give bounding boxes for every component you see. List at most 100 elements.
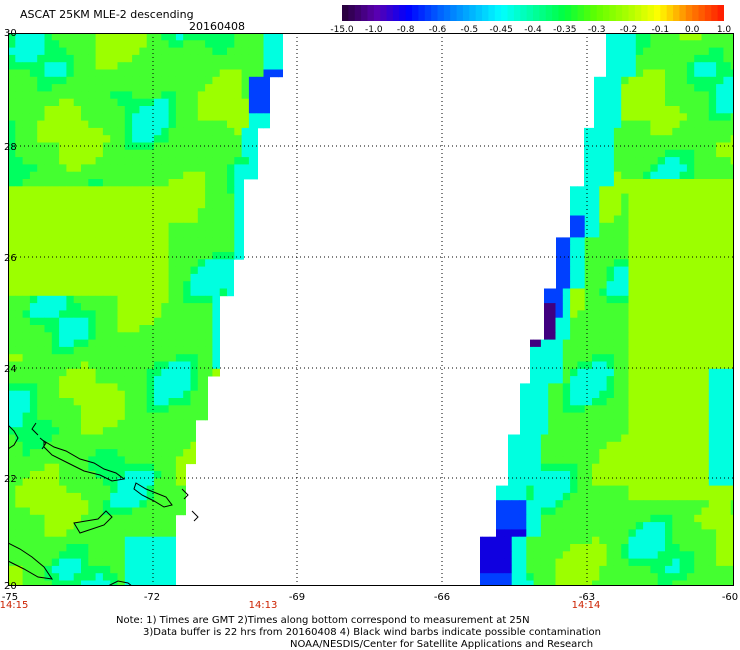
lat-label-20: 20 — [4, 581, 17, 592]
colorbar-cell — [380, 5, 388, 21]
lat-label-30: 30 — [4, 28, 17, 39]
colorbar-tick-label: -0.45 — [489, 25, 513, 35]
colorbar-cell — [469, 5, 477, 21]
colorbar-cell — [558, 5, 566, 21]
colorbar-cell — [615, 5, 623, 21]
colorbar-cell — [692, 5, 700, 21]
lon-label-75: -75 — [1, 592, 19, 603]
colorbar-cell — [628, 5, 636, 21]
colorbar-cell — [405, 5, 413, 21]
colorbar-cell — [437, 5, 445, 21]
colorbar-cell — [361, 5, 369, 21]
colorbar-cell — [392, 5, 400, 21]
colorbar-cell — [666, 5, 674, 21]
colorbar-cell — [494, 5, 502, 21]
colorbar-cell — [673, 5, 681, 21]
colorbar-cell — [590, 5, 598, 21]
colorbar-labels: -15.0 -1.0 -0.8 -0.6 -0.5 -0.45 -0.4 -0.35 -0.3 -… — [330, 25, 732, 37]
footer-credit: NOAA/NESDIS/Center for Satellite Applica… — [290, 639, 594, 650]
colorbar-cell — [526, 5, 534, 21]
colorbar-cell — [571, 5, 579, 21]
lat-label-24: 24 — [4, 364, 17, 375]
colorbar-cell — [386, 5, 394, 21]
lat-label-26: 26 — [4, 253, 17, 264]
colorbar-cell — [520, 5, 528, 21]
colorbar-cell — [622, 5, 630, 21]
lon-label-72: -72 — [143, 592, 161, 603]
colorbar-tick-label: -0.8 — [396, 25, 415, 35]
colorbar-cell — [488, 5, 496, 21]
colorbar-cell — [342, 5, 349, 21]
colorbar-cell — [533, 5, 540, 21]
right-swath — [480, 33, 734, 586]
colorbar-tick-label: 1.0 — [716, 25, 732, 35]
colorbar-cell — [545, 5, 553, 21]
colorbar-cell — [412, 5, 419, 21]
colorbar-cell — [698, 5, 706, 21]
colorbar-cell — [443, 5, 451, 21]
colorbar-cell — [564, 5, 572, 21]
colorbar-cell — [418, 5, 426, 21]
lon-label-60: -60 — [721, 592, 739, 603]
lat-label-28: 28 — [4, 142, 17, 153]
colorbar-tick-label: -0.1 — [651, 25, 670, 35]
colorbar-cell — [462, 5, 470, 21]
colorbar-cell — [431, 5, 439, 21]
product-date: 20160408 — [189, 20, 245, 33]
coastline — [8, 422, 199, 586]
colorbar-cell — [711, 5, 719, 21]
colorbar-cell — [348, 5, 356, 21]
colorbar-tick-label: -15.0 — [330, 25, 354, 35]
footer-note-1: Note: 1) Times are GMT 2)Times along bot… — [116, 615, 530, 626]
colorbar-cell — [354, 5, 362, 21]
colorbar-cell — [501, 5, 509, 21]
colorbar-cell — [367, 5, 375, 21]
colorbar-cell — [647, 5, 655, 21]
colorbar-cell — [513, 5, 521, 21]
colorbar-cell — [482, 5, 490, 21]
swath-time-3: 14:14 — [571, 600, 601, 611]
colorbar — [342, 5, 724, 21]
colorbar-cell — [450, 5, 458, 21]
colorbar-cell — [717, 5, 724, 21]
lon-label-63: -63 — [578, 592, 596, 603]
colorbar-cell — [603, 5, 610, 21]
colorbar-cell — [679, 5, 687, 21]
colorbar-cell — [424, 5, 432, 21]
colorbar-cell — [373, 5, 381, 21]
colorbar-tick-label: -0.2 — [619, 25, 638, 35]
colorbar-cell — [539, 5, 547, 21]
swath-time-1: 14:15 — [0, 600, 29, 611]
colorbar-tick-label: -0.6 — [428, 25, 447, 35]
colorbar-tick-label: -1.0 — [365, 25, 383, 35]
colorbar-cell — [660, 5, 668, 21]
colorbar-cell — [704, 5, 712, 21]
colorbar-cell — [609, 5, 617, 21]
colorbar-tick-label: -0.35 — [553, 25, 577, 35]
product-title: ASCAT 25KM MLE-2 descending — [20, 8, 194, 21]
colorbar-tick-label: -0.3 — [587, 25, 606, 35]
colorbar-cell — [685, 5, 693, 21]
wind-map — [8, 33, 734, 586]
colorbar-cell — [399, 5, 407, 21]
colorbar-cell — [552, 5, 560, 21]
left-swath — [8, 33, 283, 586]
graticule — [8, 33, 734, 586]
colorbar-cell — [634, 5, 642, 21]
swath-time-2: 14:13 — [248, 600, 278, 611]
map-canvas — [8, 33, 734, 586]
footer-note-2: 3)Data buffer is 22 hrs from 20160408 4)… — [143, 627, 601, 638]
colorbar-tick-label: 0.0 — [684, 25, 700, 35]
colorbar-cell — [507, 5, 515, 21]
lon-label-66: -66 — [433, 592, 451, 603]
colorbar-cell — [475, 5, 483, 21]
colorbar-cell — [641, 5, 649, 21]
colorbar-cell — [596, 5, 604, 21]
colorbar-tick-label: -0.4 — [524, 25, 542, 35]
colorbar-cell — [583, 5, 591, 21]
colorbar-cell — [456, 5, 464, 21]
lat-label-22: 22 — [4, 474, 17, 485]
colorbar-cell — [577, 5, 585, 21]
colorbar-cell — [653, 5, 661, 21]
lon-label-69: -69 — [288, 592, 306, 603]
